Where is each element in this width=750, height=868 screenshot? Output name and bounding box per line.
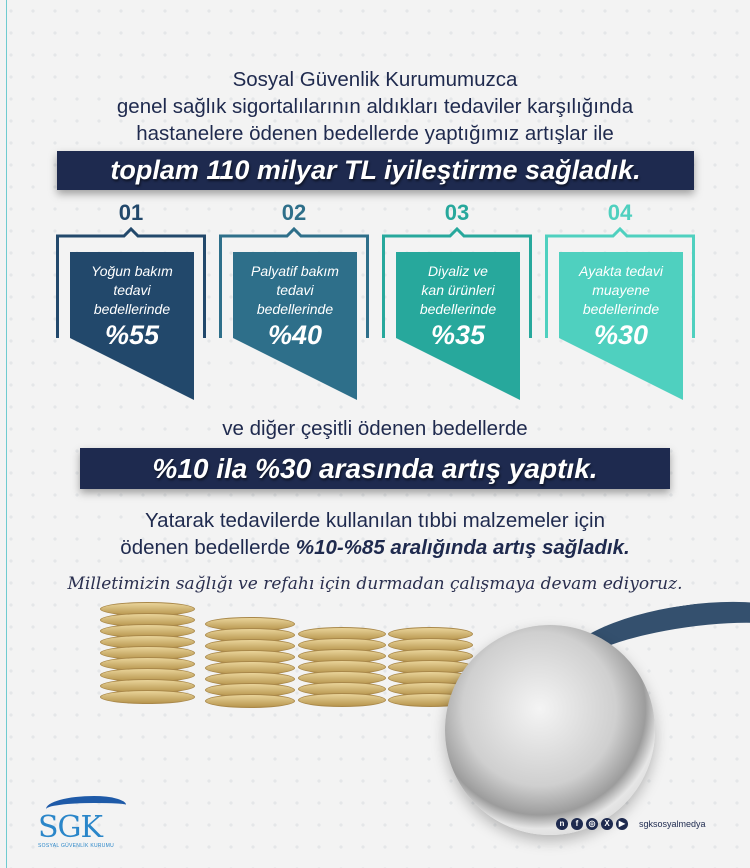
intro-text: Sosyal Güvenlik Kurumumuzca genel sağlık… xyxy=(0,66,750,147)
card-percent: %55 xyxy=(104,320,160,350)
card-02: 02 Palyatif bakım tedavi bedellerinde %40 xyxy=(219,200,369,405)
card-number: 03 xyxy=(444,200,470,225)
slogan: Milletimizin sağlığı ve refahı için durm… xyxy=(67,574,683,594)
youtube-icon[interactable]: ▶ xyxy=(616,818,628,830)
card-shape xyxy=(219,226,369,400)
logo-subtitle: SOSYAL GÜVENLİK KURUMU xyxy=(38,843,115,849)
card-shape xyxy=(382,226,532,400)
sgk-logo: SGK SOSYAL GÜVENLİK KURUMU xyxy=(38,796,126,849)
intro-line: genel sağlık sigortalılarının aldıkları … xyxy=(116,95,634,118)
coin xyxy=(205,694,295,708)
instagram-icon[interactable]: ◎ xyxy=(586,818,598,830)
card-percent: %35 xyxy=(430,320,486,350)
card-shape xyxy=(56,226,206,400)
headline-banner: toplam 110 milyar TL iyileştirme sağladı… xyxy=(57,151,694,190)
social-links: n f ◎ X ▶ sgksosyalmedya xyxy=(556,818,706,830)
intro-line: Sosyal Güvenlik Kurumumuzca xyxy=(232,68,518,91)
inpatient-line: Yatarak tedavilerde kullanılan tıbbi mal… xyxy=(145,509,605,532)
nsosyal-icon[interactable]: n xyxy=(556,818,568,830)
card-label: Yoğun bakım tedavi bedellerinde xyxy=(91,263,173,317)
headline2-banner: %10 ila %30 arasında artış yaptık. xyxy=(80,448,670,489)
card-label: Ayakta tedavi muayene bedellerinde xyxy=(579,263,663,317)
card-number: 01 xyxy=(118,200,144,225)
other-text: ve diğer çeşitli ödenen bedellerde xyxy=(222,417,528,440)
facebook-icon[interactable]: f xyxy=(571,818,583,830)
card-shape xyxy=(545,226,695,400)
social-handle[interactable]: sgksosyalmedya xyxy=(639,819,706,829)
card-number: 02 xyxy=(281,200,307,225)
inpatient-line-plain: ödenen bedellerde xyxy=(120,536,296,559)
card-01: 01 Yoğun bakım tedavi bedellerinde %55 xyxy=(56,200,206,405)
inpatient-text: Yatarak tedavilerde kullanılan tıbbi mal… xyxy=(0,507,750,561)
x-icon[interactable]: X xyxy=(601,818,613,830)
coin xyxy=(298,693,386,707)
card-label: Diyaliz ve kan ürünleri bedellerinde xyxy=(419,263,497,317)
card-label: Palyatif bakım tedavi bedellerinde xyxy=(251,263,339,317)
inpatient-line-bold: %10-%85 aralığında artış sağladık. xyxy=(295,536,630,559)
coin xyxy=(100,690,195,704)
card-03: 03 Diyaliz ve kan ürünleri bedellerinde %3… xyxy=(382,200,532,405)
card-number: 04 xyxy=(607,200,633,225)
edge-line xyxy=(6,0,7,868)
card-percent: %40 xyxy=(267,320,323,350)
logo-swoosh-icon xyxy=(46,796,126,818)
card-04: 04 Ayakta tedavi muayene bedellerinde %30 xyxy=(545,200,695,405)
intro-line: hastanelere ödenen bedellerde yaptığımız… xyxy=(136,122,614,145)
card-percent: %30 xyxy=(593,320,649,350)
stethoscope-chestpiece xyxy=(445,625,655,835)
